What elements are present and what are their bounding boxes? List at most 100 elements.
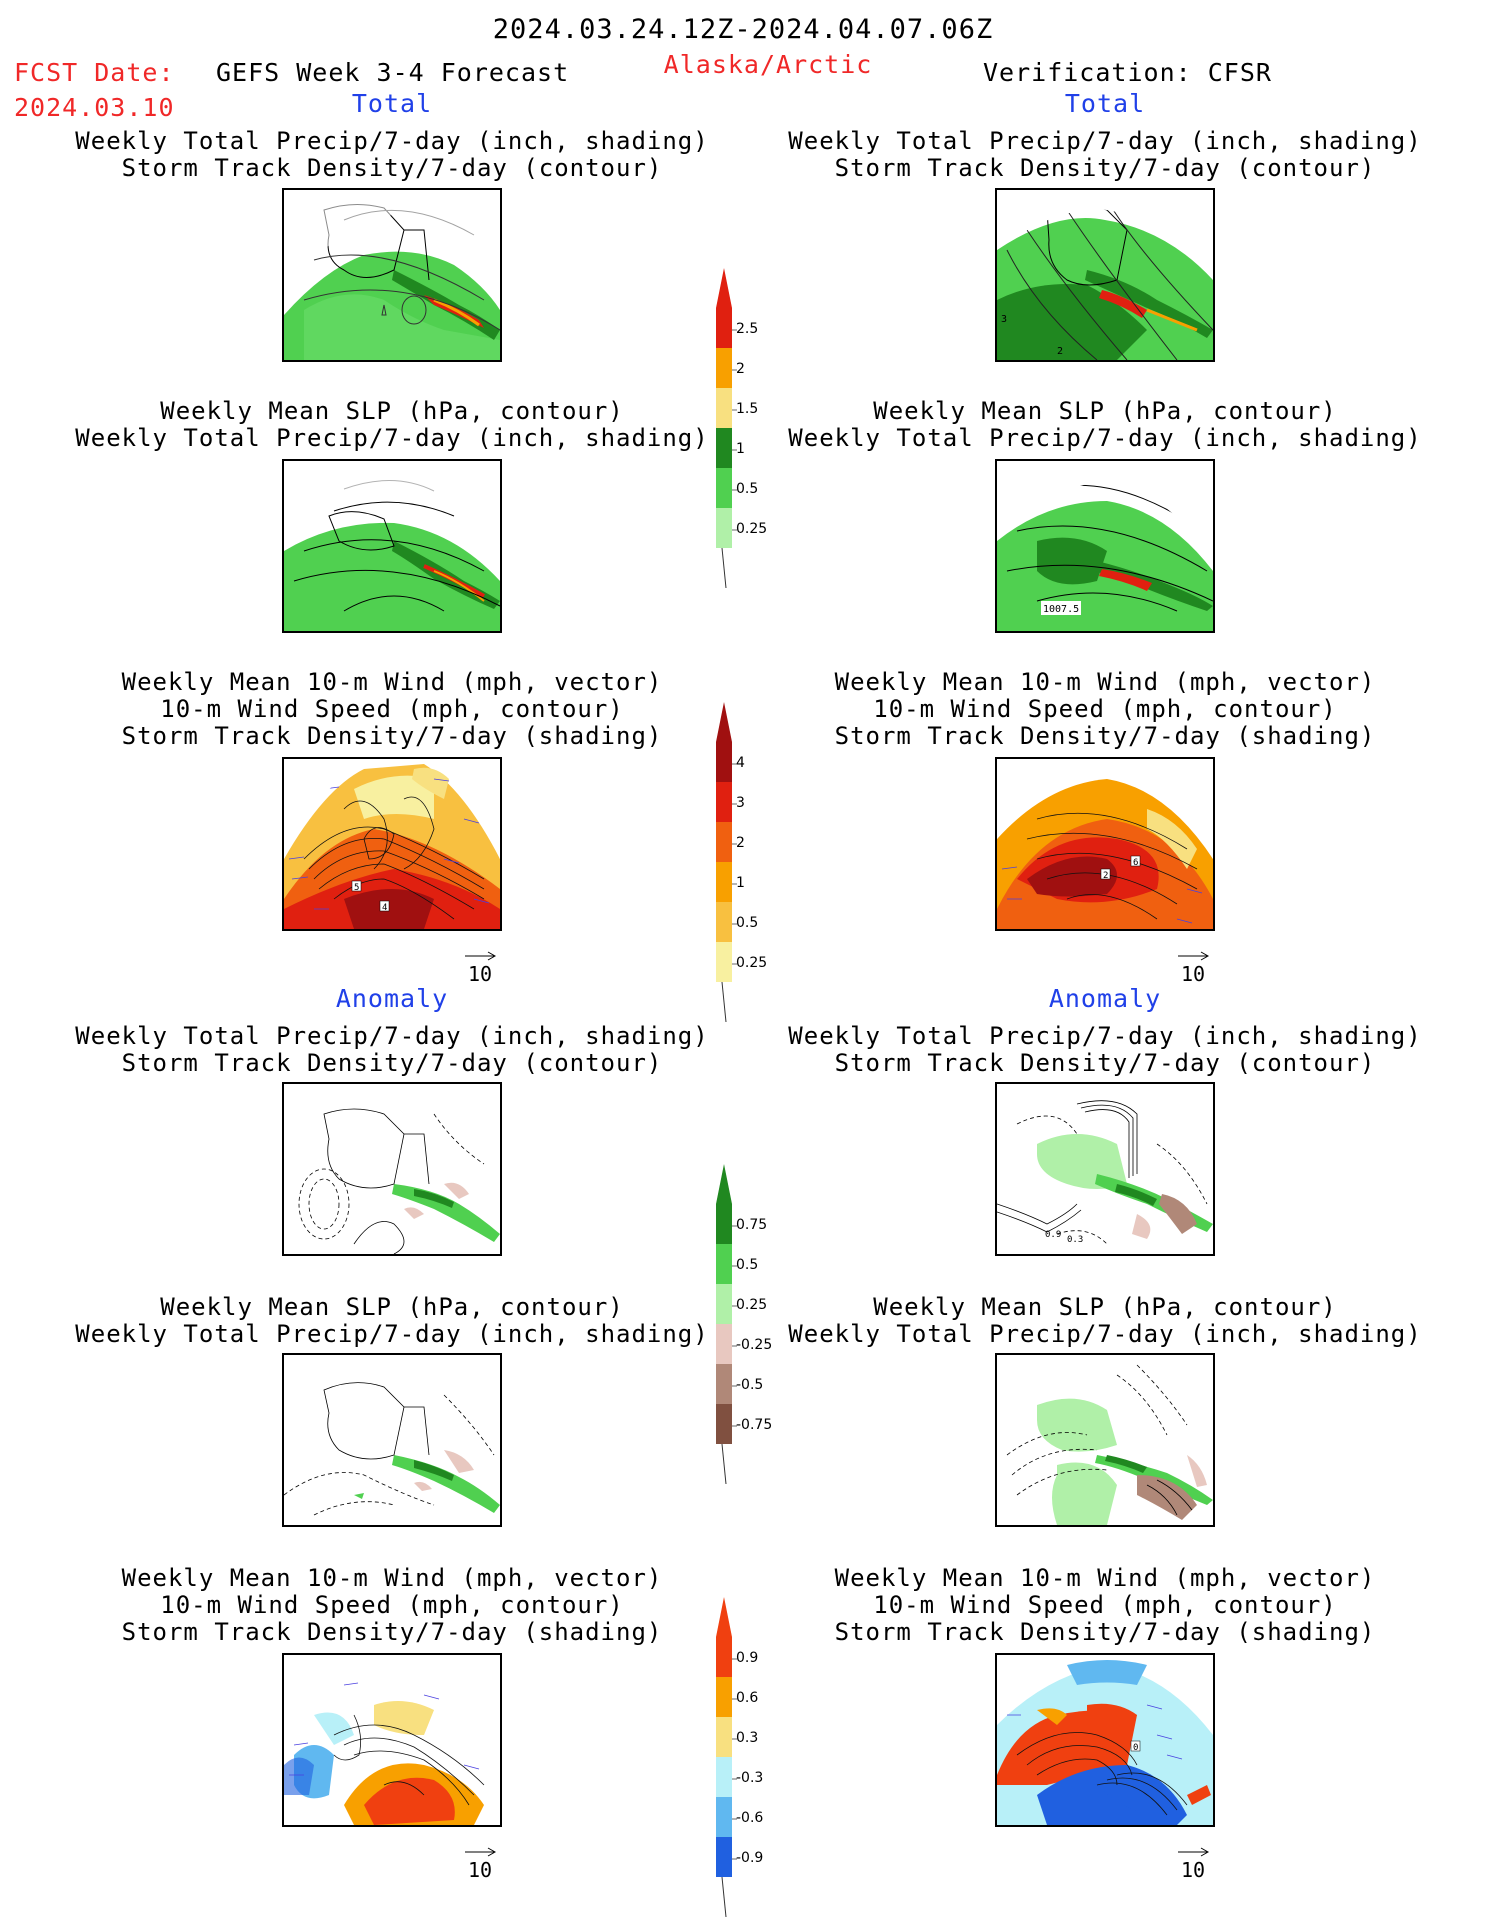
contour-label: 3 — [1001, 314, 1007, 325]
colorbar-tick-label: -0.3 — [736, 1770, 764, 1786]
colorbar-tick-label: 1 — [736, 441, 745, 457]
colorbar-tick-label: -0.6 — [736, 1810, 764, 1826]
map-slp-precip-total-forecast — [282, 459, 502, 633]
map-slp-precip-anom-forecast — [282, 1353, 502, 1527]
colorbar-tick-label: 0.25 — [736, 521, 768, 537]
map-svg — [298, 1108, 500, 1254]
colorbar-tick-label: 0.75 — [736, 1217, 768, 1233]
panel-title-r5-right: Weekly Mean SLP (hPa, contour) Weekly To… — [788, 1293, 1422, 1348]
fcst-date-value: 2024.03.10 — [14, 93, 175, 122]
contour-label: 6 — [1133, 858, 1138, 868]
colorbar-tick-label: 0.5 — [736, 481, 759, 497]
section-anomaly-right: Anomaly — [1048, 984, 1162, 1013]
panel-title-r2-left: Weekly Mean SLP (hPa, contour) Weekly To… — [75, 397, 709, 452]
colorbar-box — [716, 1717, 732, 1757]
colorbar-box — [716, 388, 732, 428]
colorbar-box — [716, 742, 732, 782]
map-precip-track-anom-verification: 0.9 0.3 — [995, 1082, 1215, 1256]
section-anomaly-left: Anomaly — [335, 984, 449, 1013]
map-precip-track-anom-forecast — [282, 1082, 502, 1256]
contour-label: 0 — [1133, 1743, 1138, 1753]
colorbar-tick-label: 1.5 — [736, 401, 759, 417]
panel-title-r6-left: Weekly Mean 10-m Wind (mph, vector) 10-m… — [121, 1564, 663, 1646]
colorbar-svg — [716, 1164, 737, 1484]
colorbar-tick-label: 0.6 — [736, 1690, 759, 1706]
colorbar-tail — [721, 1443, 727, 1484]
section-total-left: Total — [351, 89, 433, 118]
map-svg: 2 6 — [997, 759, 1213, 929]
panel-title-r4-right: Weekly Total Precip/7-day (inch, shading… — [788, 1022, 1422, 1077]
map-wind-track-anom-forecast — [282, 1653, 502, 1827]
arrow-right-icon — [465, 951, 497, 961]
colorbar-tick-label: 0.9 — [736, 1650, 759, 1666]
colorbar-box — [716, 348, 732, 388]
colorbar-box — [716, 822, 732, 862]
map-svg — [284, 461, 500, 631]
valid-range-title: 2024.03.24.12Z-2024.04.07.06Z — [492, 14, 994, 45]
colorbar-tail — [721, 981, 727, 1022]
colorbar-tick-label: 4 — [736, 755, 745, 771]
colorbar-box — [716, 1677, 732, 1717]
map-svg — [284, 1682, 485, 1825]
colorbar-tick-label: 0.5 — [736, 1257, 759, 1273]
map-svg: 0.9 0.3 — [997, 1100, 1213, 1245]
map-svg: 5 4 — [284, 759, 500, 929]
colorbar-box — [716, 428, 732, 468]
colorbar-top-triangle — [716, 1164, 732, 1204]
colorbar-box — [716, 1364, 732, 1404]
panel-title-r3-left: Weekly Mean 10-m Wind (mph, vector) 10-m… — [121, 668, 663, 750]
colorbar-box — [716, 902, 732, 942]
contour-label: 4 — [382, 903, 387, 913]
map-svg: 3 2 — [997, 190, 1213, 360]
model-title: GEFS Week 3-4 Forecast — [216, 58, 570, 87]
reference-vector-r6-left: 10 — [460, 1846, 500, 1882]
arrow-right-icon — [1178, 951, 1210, 961]
colorbar-top-triangle — [716, 1597, 732, 1637]
fcst-date-label: FCST Date: — [14, 58, 175, 87]
map-precip-track-total-forecast — [282, 188, 502, 362]
colorbar-svg — [716, 1597, 737, 1917]
colorbar-box — [716, 1204, 732, 1244]
section-total-right: Total — [1064, 89, 1146, 118]
colorbar-tick-label: 3 — [736, 795, 745, 811]
colorbar-box — [716, 1284, 732, 1324]
colorbar-box — [716, 508, 732, 548]
colorbar-box — [716, 1404, 732, 1444]
map-wind-track-total-verification: 2 6 — [995, 757, 1215, 931]
colorbar-box — [716, 782, 732, 822]
panel-title-r1-right: Weekly Total Precip/7-day (inch, shading… — [788, 127, 1422, 182]
verification-title: Verification: CFSR — [983, 58, 1272, 87]
colorbar-track-anom: 0.9 0.6 0.3 -0.3 -0.6 -0.9 — [716, 1597, 796, 1917]
map-svg: 1007.5 — [997, 461, 1213, 631]
reference-vector-r6-right: 10 — [1173, 1846, 1213, 1882]
panel-title-r5-left: Weekly Mean SLP (hPa, contour) Weekly To… — [75, 1293, 709, 1348]
colorbar-tick-label: -0.75 — [736, 1417, 773, 1433]
colorbar-tail — [721, 1876, 727, 1917]
region-title: Alaska/Arctic — [663, 50, 873, 79]
colorbar-tick-label: 0.3 — [736, 1730, 759, 1746]
map-svg — [1006, 1364, 1213, 1525]
map-slp-precip-total-verification: 1007.5 — [995, 459, 1215, 633]
colorbar-tick-label: 2 — [736, 835, 745, 851]
colorbar-box — [716, 1324, 732, 1364]
colorbar-box — [716, 308, 732, 348]
colorbar-box — [716, 1797, 732, 1837]
contour-label: 5 — [354, 883, 359, 893]
contour-label: 1007.5 — [1043, 604, 1079, 615]
map-slp-precip-anom-verification — [995, 1353, 1215, 1527]
colorbar-tick-label: -0.25 — [736, 1337, 773, 1353]
colorbar-tick-label: 1 — [736, 875, 745, 891]
colorbar-tick-label: 2 — [736, 361, 745, 377]
panel-title-r4-left: Weekly Total Precip/7-day (inch, shading… — [75, 1022, 709, 1077]
colorbar-precip-anom: 0.75 0.5 0.25 -0.25 -0.5 -0.75 — [716, 1164, 796, 1484]
map-wind-track-anom-verification: 0 — [995, 1653, 1215, 1827]
colorbar-box — [716, 1757, 732, 1797]
colorbar-tick-label: 0.25 — [736, 1297, 768, 1313]
panel-title-r2-right: Weekly Mean SLP (hPa, contour) Weekly To… — [788, 397, 1422, 452]
contour-label: 0.3 — [1067, 1235, 1083, 1245]
colorbar-box — [716, 1837, 732, 1877]
map-svg — [284, 1382, 500, 1516]
contour-label: 0.9 — [1045, 1230, 1061, 1240]
colorbar-tick-label: 2.5 — [736, 321, 759, 337]
arrow-right-icon — [465, 1847, 497, 1857]
